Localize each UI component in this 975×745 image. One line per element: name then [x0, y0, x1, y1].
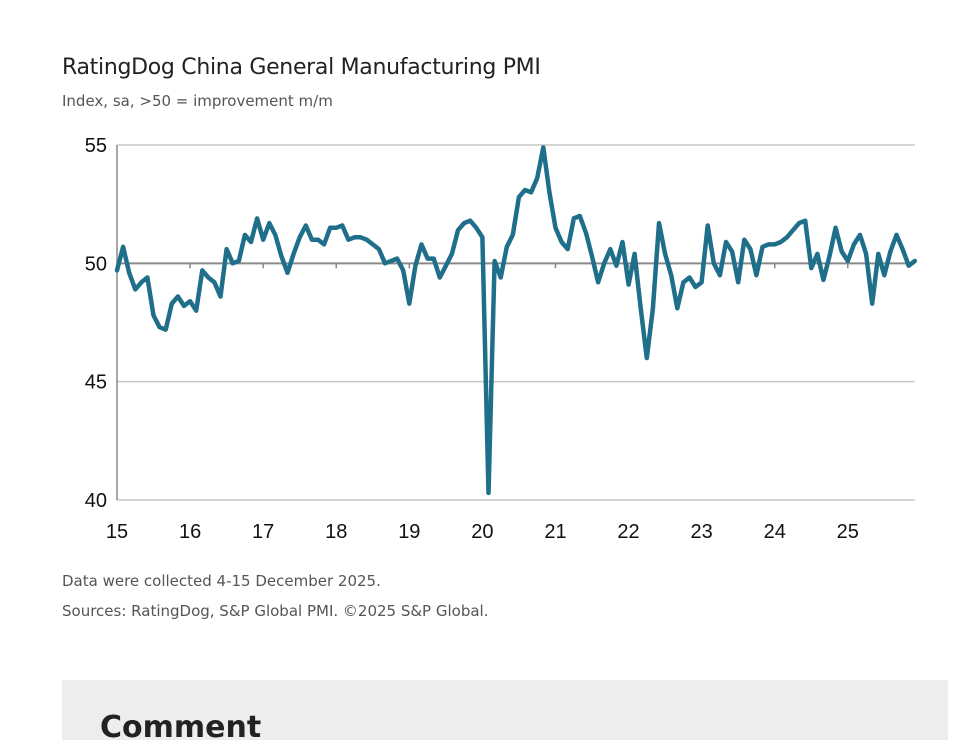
comment-heading: Comment [100, 710, 261, 745]
pmi-series-line [117, 147, 915, 493]
y-tick-label: 50 [85, 253, 107, 275]
x-tick-label: 20 [471, 521, 493, 543]
x-tick-label: 21 [544, 521, 566, 543]
x-tick-label: 25 [837, 521, 859, 543]
pmi-line-chart: 40 45 50 55 15 16 17 18 19 20 21 22 23 24 25 [0, 0, 975, 560]
sources-note: Sources: RatingDog, S&P Global PMI. ©202… [62, 602, 489, 620]
x-tick-label: 18 [325, 521, 347, 543]
comment-section: Comment [62, 680, 948, 740]
x-tick-label: 23 [691, 521, 713, 543]
x-tick-label: 17 [252, 521, 274, 543]
y-tick-label: 40 [85, 490, 107, 512]
y-tick-label: 45 [85, 372, 107, 394]
x-tick-label: 15 [106, 521, 128, 543]
data-collection-note: Data were collected 4-15 December 2025. [62, 572, 381, 590]
y-tick-label: 55 [85, 135, 107, 157]
x-tick-label: 19 [398, 521, 420, 543]
x-tick-label: 22 [617, 521, 639, 543]
x-tick-label: 24 [764, 521, 786, 543]
x-tick-label: 16 [179, 521, 201, 543]
